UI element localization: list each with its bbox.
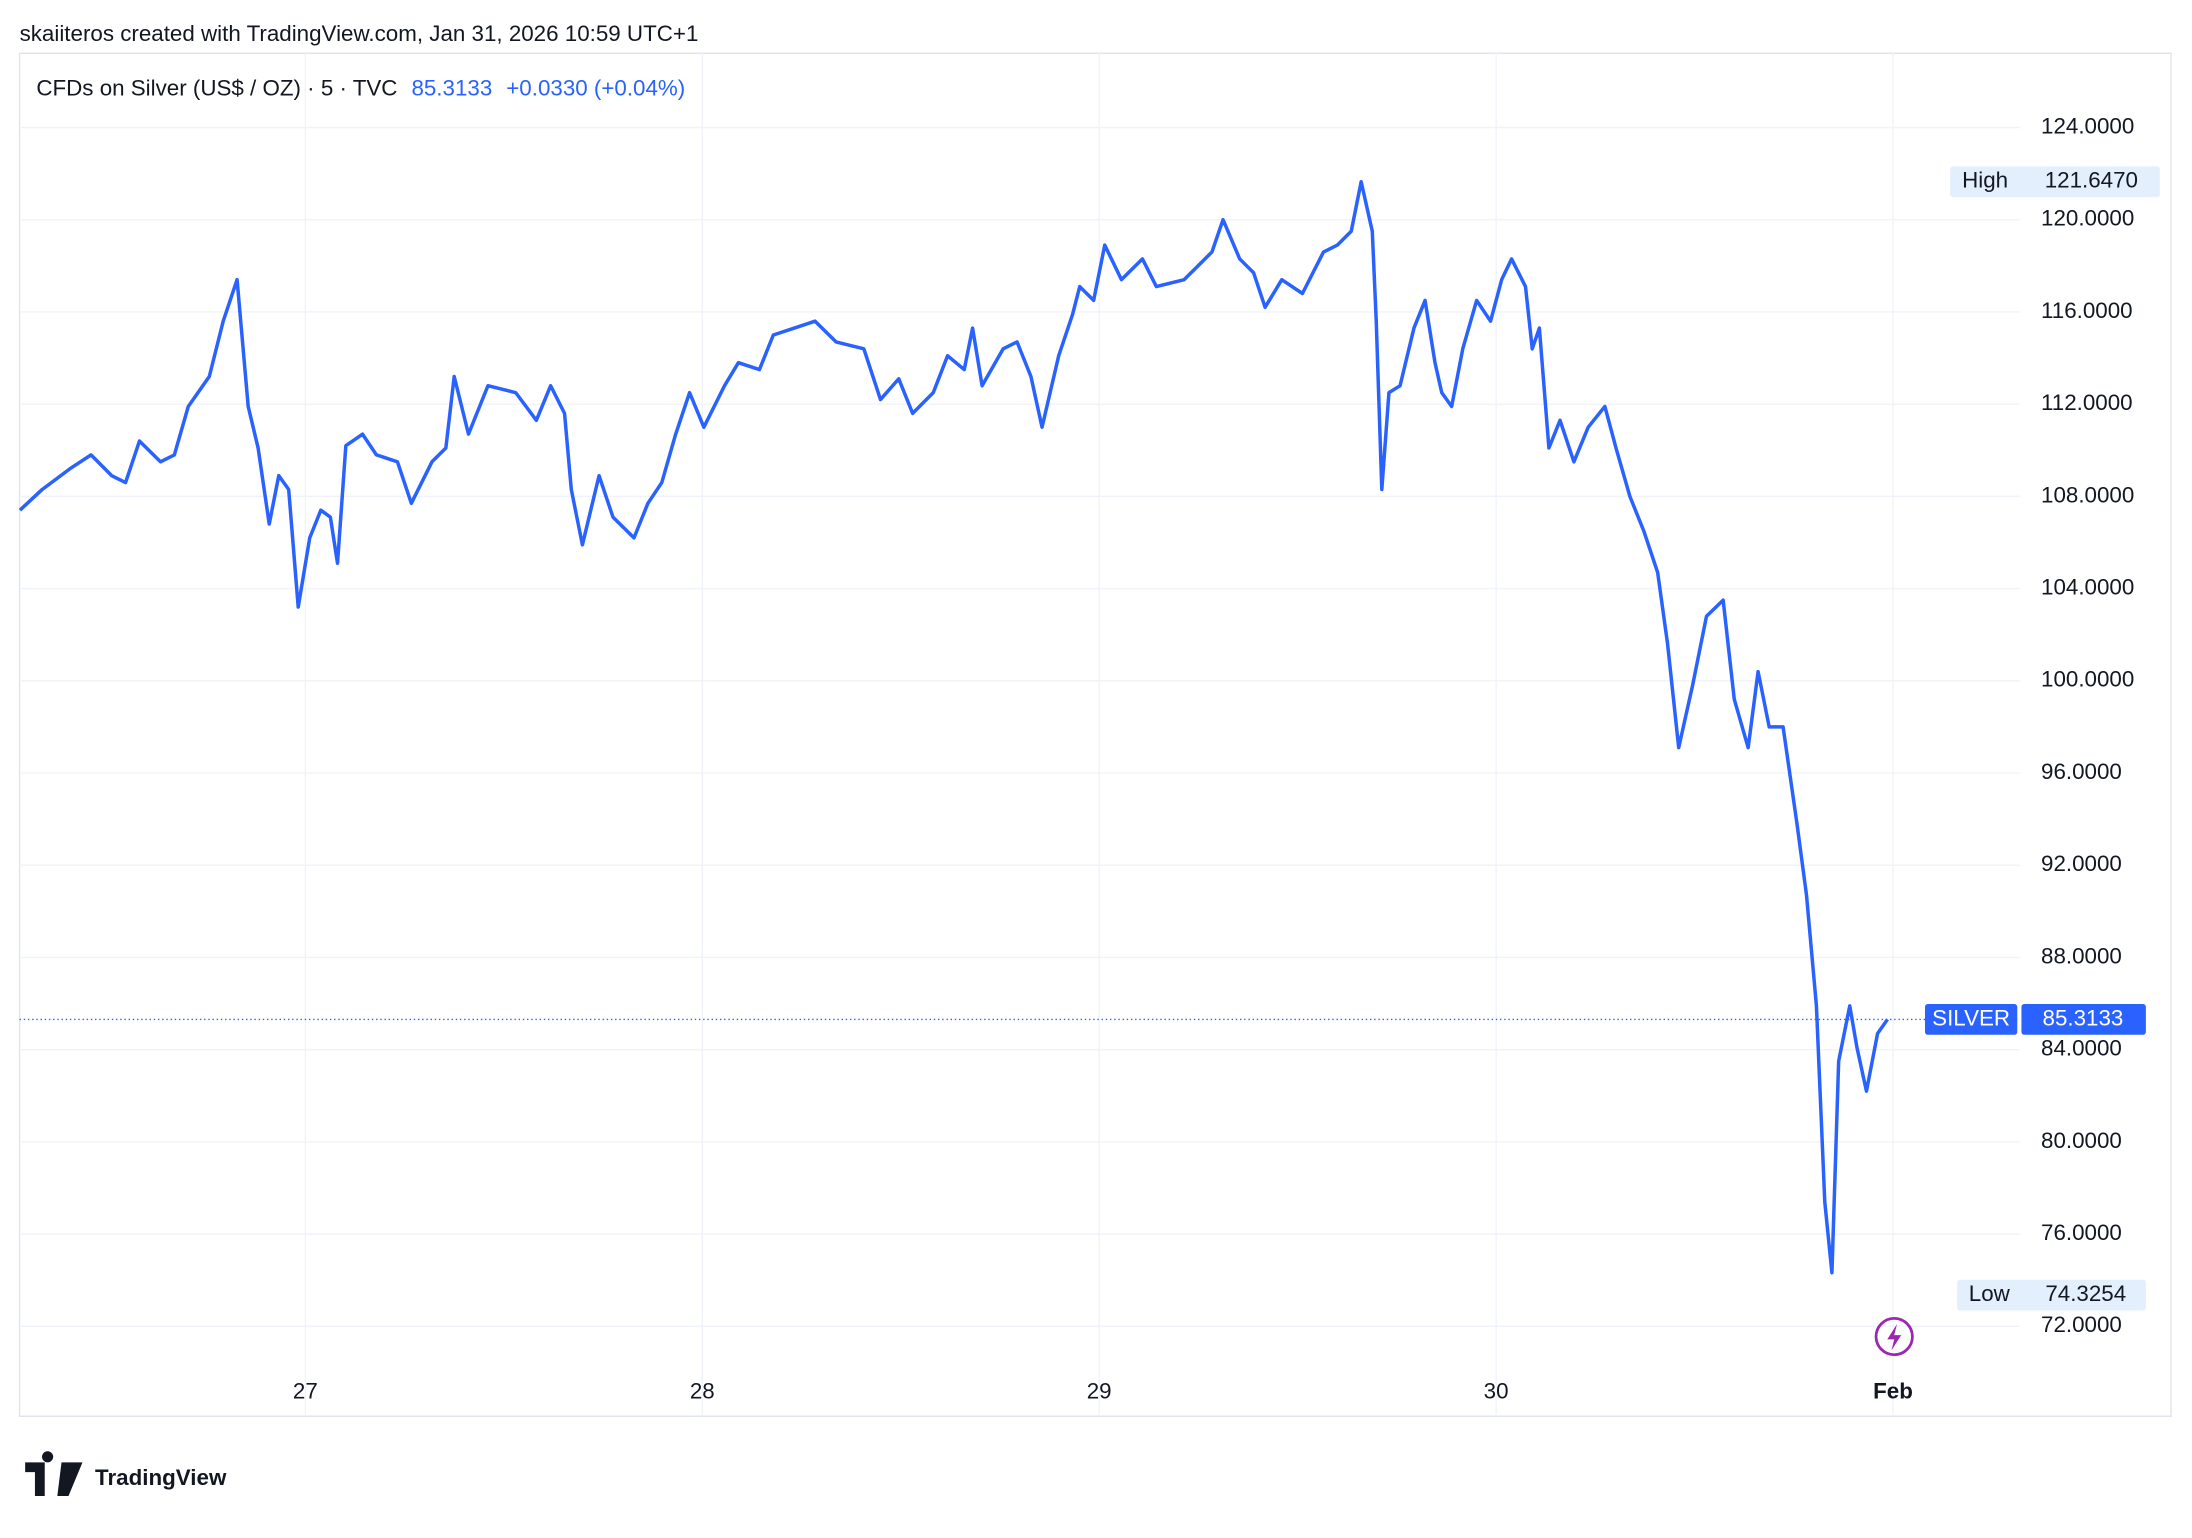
y-tick-label: 92.0000 (2041, 851, 2122, 876)
brand: TradingView (95, 1465, 227, 1490)
attribution: skaiiteros created with TradingView.com,… (20, 21, 699, 46)
logo: TradingView (25, 1451, 227, 1496)
y-tick-label: 96.0000 (2041, 759, 2122, 784)
series-name: SILVER (1932, 1005, 2010, 1030)
grid (19, 53, 2021, 1417)
change: +0.0330 (+0.04%) (506, 75, 685, 100)
y-tick-label: 72.0000 (2041, 1312, 2122, 1337)
y-tick-label: 80.0000 (2041, 1128, 2122, 1153)
low-text: Low (1969, 1281, 2011, 1306)
x-tick-label: 28 (690, 1378, 715, 1403)
y-tick-label: 84.0000 (2041, 1036, 2122, 1061)
symbol: CFDs on Silver (US$ / OZ) · 5 · TVC (36, 75, 397, 100)
high-value: 121.6470 (2045, 168, 2138, 193)
last-price: 85.3133 (411, 75, 492, 100)
x-tick-label: 29 (1087, 1378, 1112, 1403)
y-tick-label: 124.0000 (2041, 113, 2134, 138)
high-text: High (1962, 168, 2008, 193)
icon-bolt (1887, 1323, 1902, 1351)
y-tick-label: 120.0000 (2041, 206, 2134, 231)
y-tick-label: 108.0000 (2041, 482, 2134, 507)
price-line (18, 180, 1889, 1275)
low-value: 74.3254 (2045, 1281, 2126, 1306)
y-tick-label: 100.0000 (2041, 667, 2134, 692)
series-name-box (1924, 1004, 2018, 1035)
low-box (1957, 1279, 2146, 1311)
last-price-label: 85.3133 (2043, 1005, 2124, 1030)
x-tick-label: 30 (1484, 1378, 1509, 1403)
chart-frame (18, 52, 2172, 1417)
flash-icon (1874, 1317, 1914, 1357)
high-box (1950, 166, 2160, 198)
y-tick-label: 112.0000 (2041, 390, 2133, 415)
x-tick-label: Feb (1873, 1378, 1913, 1403)
icon-ring (1874, 1317, 1914, 1357)
logo-mark (25, 1451, 83, 1496)
y-tick-label: 88.0000 (2041, 943, 2122, 968)
y-tick-label: 76.0000 (2041, 1220, 2122, 1245)
last-price-box (2021, 1004, 2146, 1035)
x-tick-label: 27 (293, 1378, 318, 1403)
y-tick-label: 116.0000 (2041, 298, 2133, 323)
y-tick-label: 104.0000 (2041, 575, 2134, 600)
